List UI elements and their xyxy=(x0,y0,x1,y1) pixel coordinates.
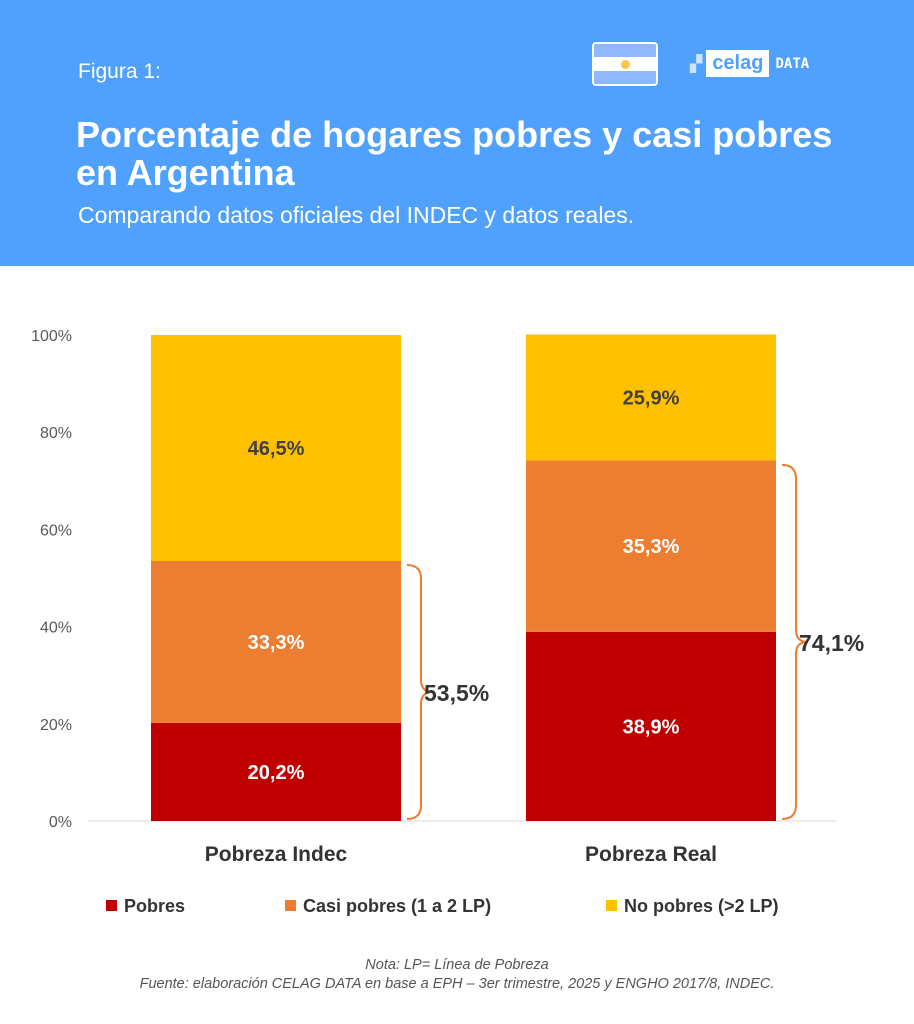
figure-label: Figura 1: xyxy=(78,60,161,83)
bar-segment xyxy=(526,334,776,461)
y-tick-label: 100% xyxy=(31,328,72,345)
legend-label: Pobres xyxy=(124,896,185,916)
y-tick-label: 80% xyxy=(40,425,72,442)
total-label: 74,1% xyxy=(799,630,864,656)
y-tick-label: 0% xyxy=(49,814,72,831)
bar-segment xyxy=(151,722,401,821)
bar-segment xyxy=(151,335,401,561)
data-label: 25,9% xyxy=(623,387,680,409)
x-category-label: Pobreza Real xyxy=(585,843,717,866)
total-bracket xyxy=(406,563,434,820)
legend-swatch xyxy=(106,900,117,911)
y-tick-label: 40% xyxy=(40,620,72,637)
legend-swatch xyxy=(606,900,617,911)
bar-segment xyxy=(151,560,401,723)
data-label: 33,3% xyxy=(248,632,305,654)
x-category-label: Pobreza Indec xyxy=(205,843,348,866)
total-label: 53,5% xyxy=(424,680,489,706)
bar-segment xyxy=(526,460,776,632)
header: Figura 1: ▞ celag DATA Porcentaje de hogar… xyxy=(0,0,914,266)
bar-segment xyxy=(526,631,776,821)
data-label: 38,9% xyxy=(623,716,680,738)
argentina-flag-icon xyxy=(592,42,658,86)
data-label: 46,5% xyxy=(248,438,305,460)
total-bracket xyxy=(781,463,809,820)
legend-label: No pobres (>2 LP) xyxy=(624,896,779,916)
y-tick-label: 20% xyxy=(40,717,72,734)
chart-title: Porcentaje de hogares pobres y casi pobr… xyxy=(76,114,833,193)
source: Fuente: elaboración CELAG DATA en base a… xyxy=(139,976,775,992)
data-label: 20,2% xyxy=(248,762,305,784)
logo-text: celag xyxy=(706,50,770,77)
note: Nota: LP= Línea de Pobreza xyxy=(365,957,549,973)
y-tick-label: 60% xyxy=(40,522,72,539)
logo-suffix: DATA xyxy=(775,55,810,72)
data-label: 35,3% xyxy=(623,536,680,558)
legend-label: Casi pobres (1 a 2 LP) xyxy=(303,896,491,916)
celag-logo: ▞ celag DATA xyxy=(690,50,809,77)
chart-subtitle: Comparando datos oficiales del INDEC y d… xyxy=(78,202,635,228)
legend-swatch xyxy=(285,900,296,911)
